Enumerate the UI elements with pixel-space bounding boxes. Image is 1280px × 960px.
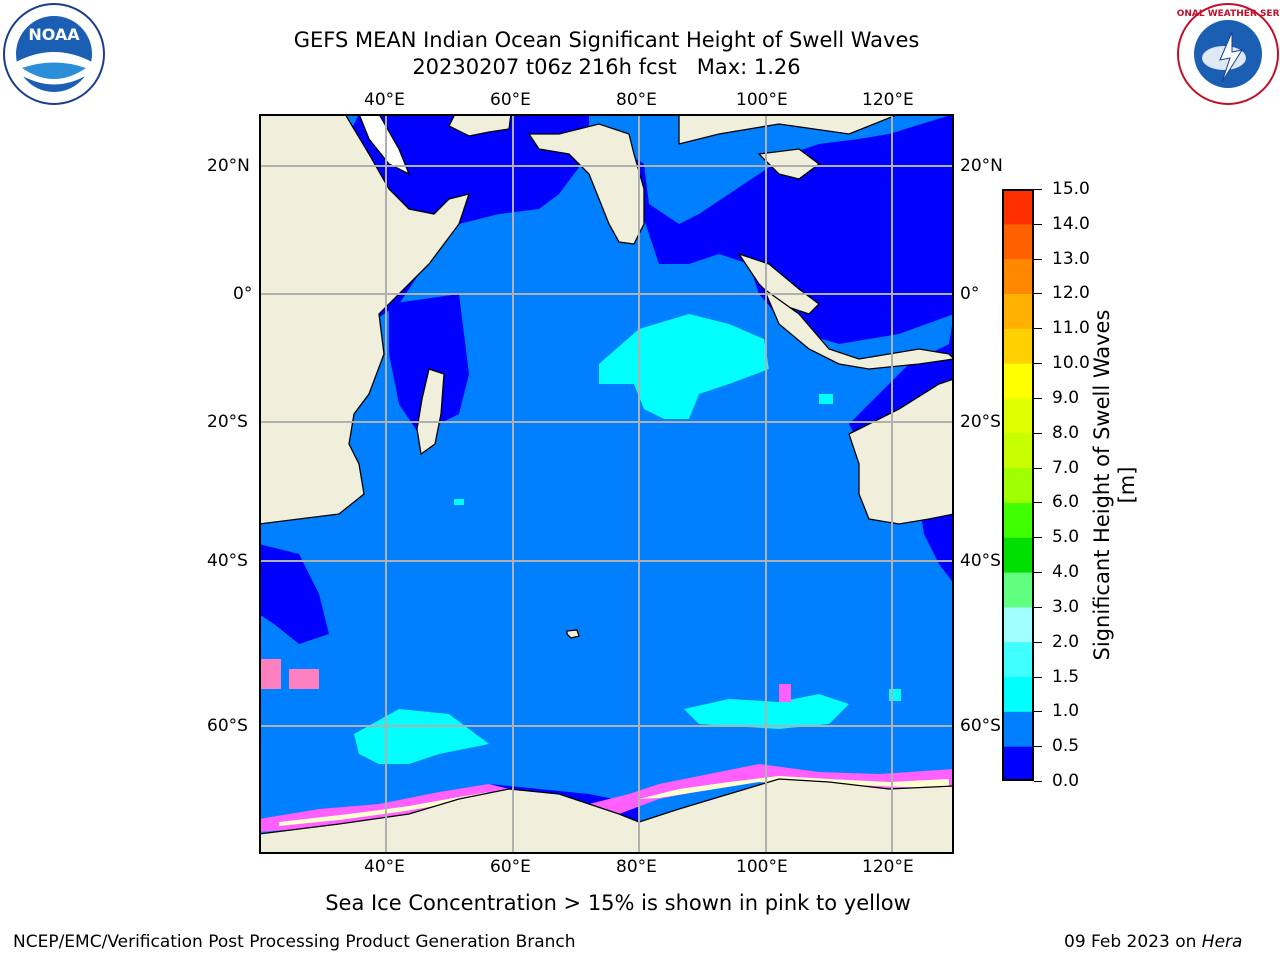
- colorbar-tick: [1034, 363, 1042, 365]
- colorbar-tick: [1034, 502, 1042, 504]
- colorbar-segment: [1002, 223, 1034, 260]
- colorbar-tick-label: 2.0: [1052, 631, 1080, 652]
- sea-ice-footnote-text: Sea Ice Concentration > 15% is shown in …: [325, 891, 911, 915]
- colorbar-segment: [1002, 537, 1034, 573]
- colorbar-segment: [1002, 328, 1034, 364]
- lon-tick-top: 40°E: [364, 90, 405, 110]
- colorbar-segment: [1002, 572, 1034, 608]
- colorbar-tick: [1034, 781, 1042, 782]
- colorbar-tick: [1034, 711, 1042, 713]
- lon-tick-top: 120°E: [862, 90, 914, 110]
- colorbar-tick-label: 5.0: [1052, 527, 1080, 548]
- colorbar-tick: [1034, 467, 1042, 469]
- colorbar-tick-label: 9.0: [1052, 387, 1080, 408]
- lat-tick-right: 40°S: [960, 551, 1001, 571]
- lon-tick-top: 80°E: [616, 90, 657, 110]
- colorbar-tick-label: 8.0: [1052, 422, 1080, 443]
- map-gridlines: [259, 114, 954, 854]
- colorbar-segment: [1002, 641, 1034, 678]
- colorbar-tick: [1034, 223, 1042, 225]
- lon-tick-bottom: 100°E: [736, 857, 788, 877]
- colorbar-segment: [1002, 432, 1034, 469]
- colorbar-title: Significant Height of Swell Waves [m]: [1090, 309, 1139, 661]
- credit-host: Hera: [1201, 932, 1243, 952]
- lat-tick-left: 20°S: [207, 412, 248, 432]
- colorbar-tick: [1034, 606, 1042, 608]
- chart-subtitle: 20230207 t06z 216h fcst Max: 1.26: [412, 55, 801, 79]
- colorbar-tick: [1034, 676, 1042, 678]
- noaa-logo: NOAA: [3, 3, 105, 105]
- credit-left: NCEP/EMC/Verification Post Processing Pr…: [13, 932, 576, 952]
- sea-ice-edge: [259, 659, 954, 832]
- colorbar-tick-label: 3.0: [1052, 596, 1080, 617]
- colorbar-tick-label: 4.0: [1052, 562, 1080, 583]
- colorbar-tick-label: 11.0: [1052, 318, 1090, 339]
- colorbar-tick-label: 0.0: [1052, 771, 1080, 791]
- colorbar-tick: [1034, 258, 1042, 260]
- lon-tick-bottom: 120°E: [862, 857, 914, 877]
- colorbar-tick-label: 14.0: [1052, 213, 1090, 234]
- colorbar-tick-label: 1.0: [1052, 701, 1080, 722]
- colorbar-tick: [1034, 572, 1042, 574]
- colorbar-tick: [1034, 397, 1042, 399]
- colorbar-tick: [1034, 746, 1042, 748]
- colorbar-tick: [1034, 432, 1042, 434]
- nws-logo: NATIONAL WEATHER SERVICE: [1176, 3, 1280, 105]
- colorbar-segment: [1002, 397, 1034, 434]
- lon-tick-bottom: 80°E: [616, 857, 657, 877]
- colorbar-tick-label: 1.5: [1052, 666, 1080, 687]
- lat-tick-right: 20°S: [960, 412, 1001, 432]
- colorbar-segment: [1002, 676, 1034, 712]
- colorbar-tick-label: 15.0: [1052, 179, 1090, 199]
- colorbar-tick: [1034, 641, 1042, 643]
- lon-tick-bottom: 40°E: [364, 857, 405, 877]
- colorbar-tick: [1034, 293, 1042, 295]
- noaa-logo-text: NOAA: [28, 25, 80, 44]
- swell-mid-regions: [349, 314, 901, 764]
- colorbar-segment: [1002, 293, 1034, 329]
- lat-tick-right: 0°: [960, 284, 980, 304]
- colorbar-segment: [1002, 189, 1034, 225]
- colorbar-segment: [1002, 606, 1034, 643]
- chart-title: GEFS MEAN Indian Ocean Significant Heigh…: [293, 28, 920, 52]
- colorbar-tick: [1034, 537, 1042, 539]
- map-border: [259, 114, 954, 854]
- colorbar-segment: [1002, 363, 1034, 399]
- nws-logo-text: NATIONAL WEATHER SERVICE: [1176, 9, 1280, 19]
- colorbar-segment: [1002, 502, 1034, 538]
- colorbar-tick-label: 7.0: [1052, 457, 1080, 478]
- colorbar: [1002, 189, 1034, 781]
- colorbar-border: [1002, 189, 1034, 781]
- colorbar-segment: [1002, 711, 1034, 747]
- colorbar-segment: [1002, 746, 1034, 781]
- lon-tick-top: 100°E: [736, 90, 788, 110]
- lat-tick-right: 20°N: [960, 156, 1003, 176]
- credit-right: 09 Feb 2023 on Hera: [1064, 932, 1242, 952]
- lat-tick-left: 60°S: [207, 716, 248, 736]
- colorbar-tick-label: 10.0: [1052, 353, 1090, 374]
- colorbar-tick: [1034, 328, 1042, 330]
- colorbar-tick-label: 13.0: [1052, 248, 1090, 269]
- credit-date: 09 Feb 2023 on: [1064, 932, 1202, 952]
- colorbar-tick-label: 12.0: [1052, 283, 1090, 304]
- colorbar-segment: [1002, 467, 1034, 503]
- lat-tick-left: 20°N: [207, 156, 250, 176]
- colorbar-tick-label: 0.5: [1052, 736, 1080, 757]
- colorbar-tick: [1034, 189, 1042, 190]
- lon-tick-bottom: 60°E: [490, 857, 531, 877]
- lat-tick-right: 60°S: [960, 716, 1001, 736]
- colorbar-tick-label: 6.0: [1052, 492, 1080, 513]
- lat-tick-left: 40°S: [207, 551, 248, 571]
- map-plot[interactable]: [259, 114, 954, 854]
- colorbar-segment: [1002, 258, 1034, 294]
- sea-ice-footnote: Sea Ice Concentration > 15% is shown in …: [0, 891, 1280, 915]
- lat-tick-left: 0°: [233, 284, 253, 304]
- lon-tick-top: 60°E: [490, 90, 531, 110]
